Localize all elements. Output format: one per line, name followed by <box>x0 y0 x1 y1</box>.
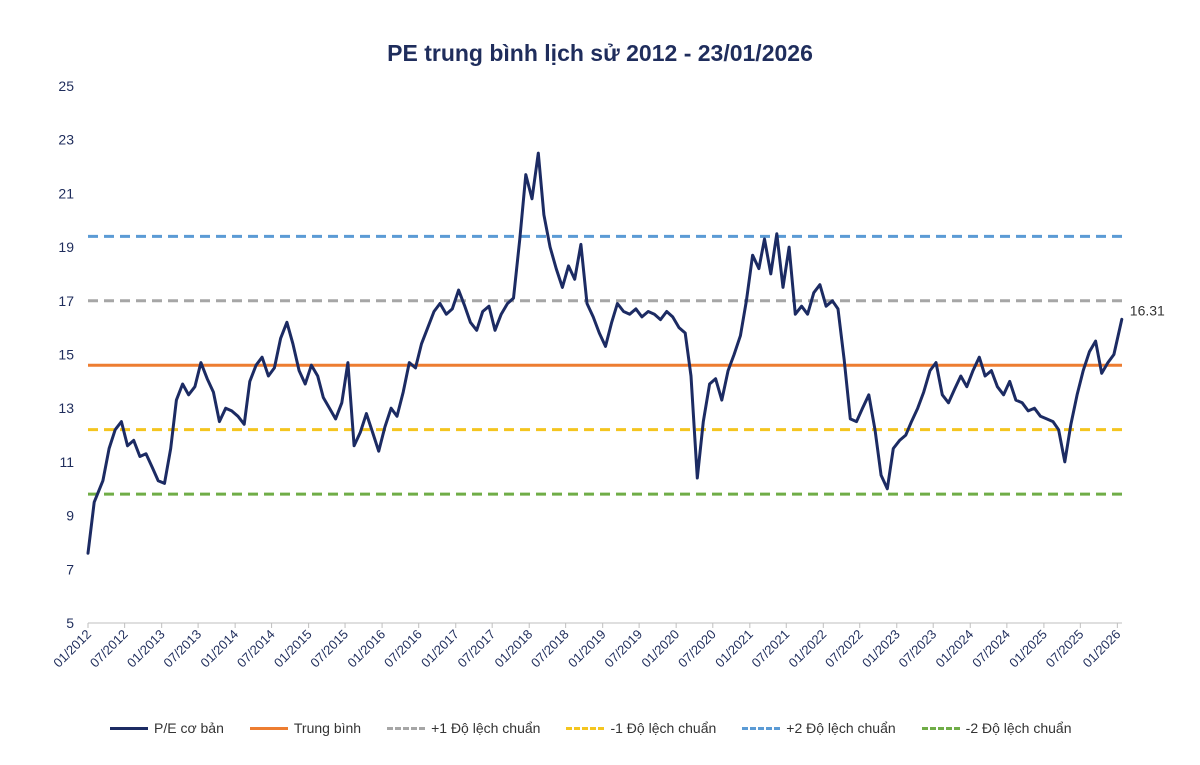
y-tick-label: 13 <box>58 400 74 416</box>
y-tick-label: 5 <box>66 615 74 631</box>
y-tick-label: 9 <box>66 508 74 524</box>
x-tick-label: 07/2022 <box>822 627 866 671</box>
legend-swatch-pe <box>110 726 148 730</box>
legend-swatch-mean <box>249 726 288 730</box>
legend-item-minus1sd: -1 Độ lệch chuẩn <box>566 720 716 736</box>
reference-lines <box>88 234 1122 496</box>
y-tick-label: 25 <box>58 78 74 94</box>
x-tick-label: 07/2024 <box>969 627 1013 671</box>
x-tick-label: 07/2021 <box>749 627 793 671</box>
x-tick-label: 01/2017 <box>418 627 462 671</box>
x-tick-label: 07/2017 <box>454 627 498 671</box>
x-tick-label: 07/2018 <box>528 627 572 671</box>
x-tick-label: 01/2022 <box>786 627 830 671</box>
x-tick-label: 01/2016 <box>344 627 388 671</box>
x-tick-label: 07/2023 <box>895 627 939 671</box>
pe-line <box>86 151 1124 555</box>
x-tick-label: 07/2015 <box>307 627 351 671</box>
y-tick-label: 7 <box>66 561 74 577</box>
legend-label-minus2sd: -2 Độ lệch chuẩn <box>965 720 1072 736</box>
x-tick-label: 01/2019 <box>565 627 609 671</box>
x-tick-label: 07/2020 <box>675 627 719 671</box>
x-tick-label: 01/2020 <box>638 627 682 671</box>
legend-label-minus1sd: -1 Độ lệch chuẩn <box>610 720 717 736</box>
legend-item-minus2sd: -2 Độ lệch chuẩn <box>921 720 1072 736</box>
last-value-label: 16.31 <box>1130 302 1165 318</box>
legend-swatch-minus2sd <box>921 726 960 730</box>
legend-swatch-minus1sd <box>566 726 605 730</box>
legend-item-mean: Trung bình <box>249 720 362 736</box>
x-axis: 01/201207/201201/201307/201301/201407/20… <box>50 622 1124 671</box>
x-tick-label: 07/2012 <box>87 627 131 671</box>
x-tick-label: 01/2012 <box>50 627 94 671</box>
legend-label-mean: Trung bình <box>293 720 362 736</box>
x-tick-label: 07/2013 <box>160 627 204 671</box>
y-tick-label: 11 <box>59 454 74 470</box>
y-tick-label: 19 <box>58 239 74 255</box>
x-tick-label: 01/2025 <box>1006 627 1050 671</box>
x-tick-label: 01/2026 <box>1080 627 1124 671</box>
x-tick-label: 01/2018 <box>491 627 535 671</box>
legend-swatch-plus2sd <box>742 726 781 730</box>
y-tick-label: 23 <box>58 132 74 148</box>
legend-item-pe: P/E cơ bản <box>110 720 224 736</box>
legend-label-plus2sd: +2 Độ lệch chuẩn <box>786 720 896 736</box>
x-tick-label: 01/2024 <box>933 627 977 671</box>
x-tick-label: 07/2019 <box>601 627 645 671</box>
y-tick-label: 15 <box>58 347 74 363</box>
x-tick-label: 01/2014 <box>197 627 241 671</box>
x-tick-label: 01/2013 <box>124 627 168 671</box>
legend: P/E cơ bản Trung bình +1 Độ lệch chuẩn -… <box>110 716 1150 740</box>
y-axis: 5 7 9 11 13 15 17 19 21 23 25 <box>58 78 74 631</box>
legend-item-plus1sd: +1 Độ lệch chuẩn <box>387 720 540 736</box>
legend-swatch-plus1sd <box>387 726 426 730</box>
y-tick-label: 17 <box>58 293 74 309</box>
x-tick-label: 01/2021 <box>712 627 756 671</box>
pe-series <box>86 151 1124 555</box>
legend-label-pe: P/E cơ bản <box>154 720 224 736</box>
legend-item-plus2sd: +2 Độ lệch chuẩn <box>742 720 896 736</box>
x-tick-label: 07/2016 <box>381 627 425 671</box>
value-labels: 16.31 <box>1130 302 1165 318</box>
legend-label-plus1sd: +1 Độ lệch chuẩn <box>431 720 541 736</box>
chart-title: PE trung bình lịch sử 2012 - 23/01/2026 <box>387 40 813 66</box>
y-tick-label: 21 <box>58 185 74 201</box>
x-tick-label: 07/2025 <box>1043 627 1087 671</box>
x-tick-label: 07/2014 <box>234 627 278 671</box>
x-tick-label: 01/2023 <box>859 627 903 671</box>
x-tick-label: 01/2015 <box>271 627 315 671</box>
